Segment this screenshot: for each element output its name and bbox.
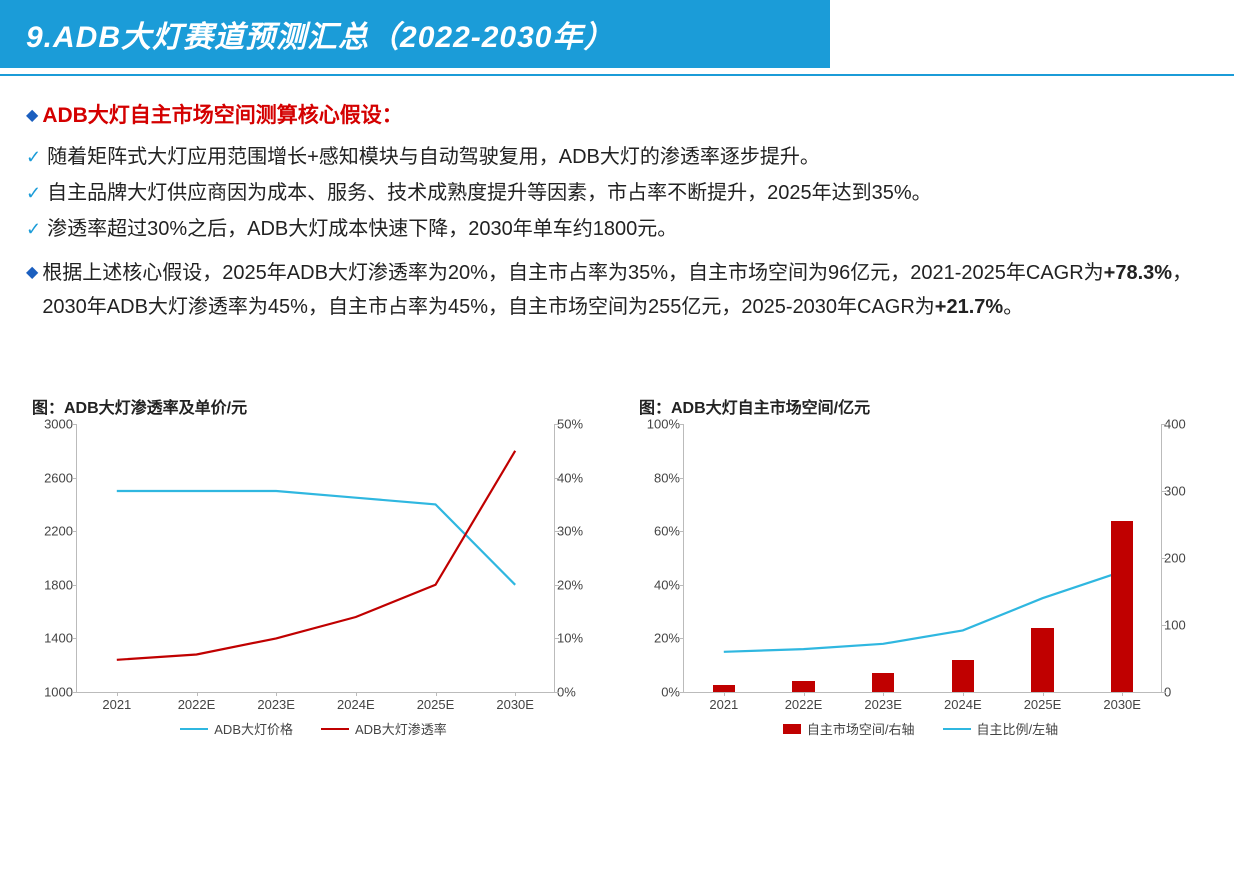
- summary-pre: 根据上述核心假设，2025年ADB大灯渗透率为20%，自主市占率为35%，自主市…: [42, 262, 1103, 284]
- chart-lines-svg: [684, 424, 1162, 692]
- summary-bold-2: +21.7%: [935, 296, 1003, 318]
- list-item: ✓自主品牌大灯供应商因为成本、服务、技术成熟度提升等因素，市占率不断提升，202…: [26, 176, 1208, 210]
- chart-left: 图：ADB大灯渗透率及单价/元 100014001800220026003000…: [30, 394, 597, 738]
- chart-legend: 自主市场空间/右轴 自主比例/左轴: [637, 719, 1204, 738]
- chart-title: 图：ADB大灯渗透率及单价/元: [32, 394, 597, 418]
- list-text: 随着矩阵式大灯应用范围增长+感知模块与自动驾驶复用，ADB大灯的渗透率逐步提升。: [47, 140, 820, 174]
- chart-right: 图：ADB大灯自主市场空间/亿元 0%20%40%60%80%100%01002…: [637, 394, 1204, 738]
- chart-plot-area: 0%20%40%60%80%100%010020030040020212022E…: [683, 424, 1162, 693]
- chart-plot-area: 1000140018002200260030000%10%20%30%40%50…: [76, 424, 555, 693]
- slide: 9.ADB大灯赛道预测汇总（2022-2030年） ◆ ADB大灯自主市场空间测…: [0, 0, 1234, 871]
- check-icon: ✓: [26, 212, 41, 246]
- legend-item: 自主比例/左轴: [943, 719, 1059, 738]
- lead-text: ADB大灯自主市场空间测算核心假设：: [42, 102, 403, 130]
- summary-bold-1: +78.3%: [1104, 262, 1172, 284]
- chart-legend: ADB大灯价格 ADB大灯渗透率: [30, 719, 597, 738]
- list-item: ✓渗透率超过30%之后，ADB大灯成本快速下降，2030年单车约1800元。: [26, 212, 1208, 246]
- check-icon: ✓: [26, 176, 41, 210]
- title-bar: 9.ADB大灯赛道预测汇总（2022-2030年）: [0, 0, 830, 68]
- summary-end: 。: [1003, 296, 1023, 318]
- page-title: 9.ADB大灯赛道预测汇总（2022-2030年）: [26, 12, 810, 56]
- legend-label: 自主市场空间/右轴: [807, 719, 915, 738]
- legend-swatch-line: [321, 728, 349, 730]
- legend-label: ADB大灯渗透率: [355, 719, 447, 738]
- legend-swatch-line: [943, 728, 971, 730]
- charts-row: 图：ADB大灯渗透率及单价/元 100014001800220026003000…: [26, 394, 1208, 738]
- summary-paragraph: ◆ 根据上述核心假设，2025年ADB大灯渗透率为20%，自主市占率为35%，自…: [26, 256, 1208, 324]
- legend-label: 自主比例/左轴: [977, 719, 1059, 738]
- diamond-icon: ◆: [26, 256, 38, 290]
- chart-lines-svg: [77, 424, 555, 692]
- legend-item: ADB大灯渗透率: [321, 719, 447, 738]
- list-item: ✓随着矩阵式大灯应用范围增长+感知模块与自动驾驶复用，ADB大灯的渗透率逐步提升…: [26, 140, 1208, 174]
- list-text: 渗透率超过30%之后，ADB大灯成本快速下降，2030年单车约1800元。: [47, 212, 677, 246]
- legend-swatch-line: [180, 728, 208, 730]
- legend-item: ADB大灯价格: [180, 719, 293, 738]
- legend-label: ADB大灯价格: [214, 719, 293, 738]
- lead-line: ◆ ADB大灯自主市场空间测算核心假设：: [26, 102, 1208, 130]
- body: ◆ ADB大灯自主市场空间测算核心假设： ✓随着矩阵式大灯应用范围增长+感知模块…: [0, 76, 1234, 738]
- legend-item: 自主市场空间/右轴: [783, 719, 915, 738]
- assumption-list: ✓随着矩阵式大灯应用范围增长+感知模块与自动驾驶复用，ADB大灯的渗透率逐步提升…: [26, 140, 1208, 246]
- legend-swatch-box: [783, 724, 801, 734]
- diamond-icon: ◆: [26, 102, 38, 130]
- summary-text: 根据上述核心假设，2025年ADB大灯渗透率为20%，自主市占率为35%，自主市…: [42, 256, 1208, 324]
- list-text: 自主品牌大灯供应商因为成本、服务、技术成熟度提升等因素，市占率不断提升，2025…: [47, 176, 932, 210]
- check-icon: ✓: [26, 140, 41, 174]
- chart-title: 图：ADB大灯自主市场空间/亿元: [639, 394, 1204, 418]
